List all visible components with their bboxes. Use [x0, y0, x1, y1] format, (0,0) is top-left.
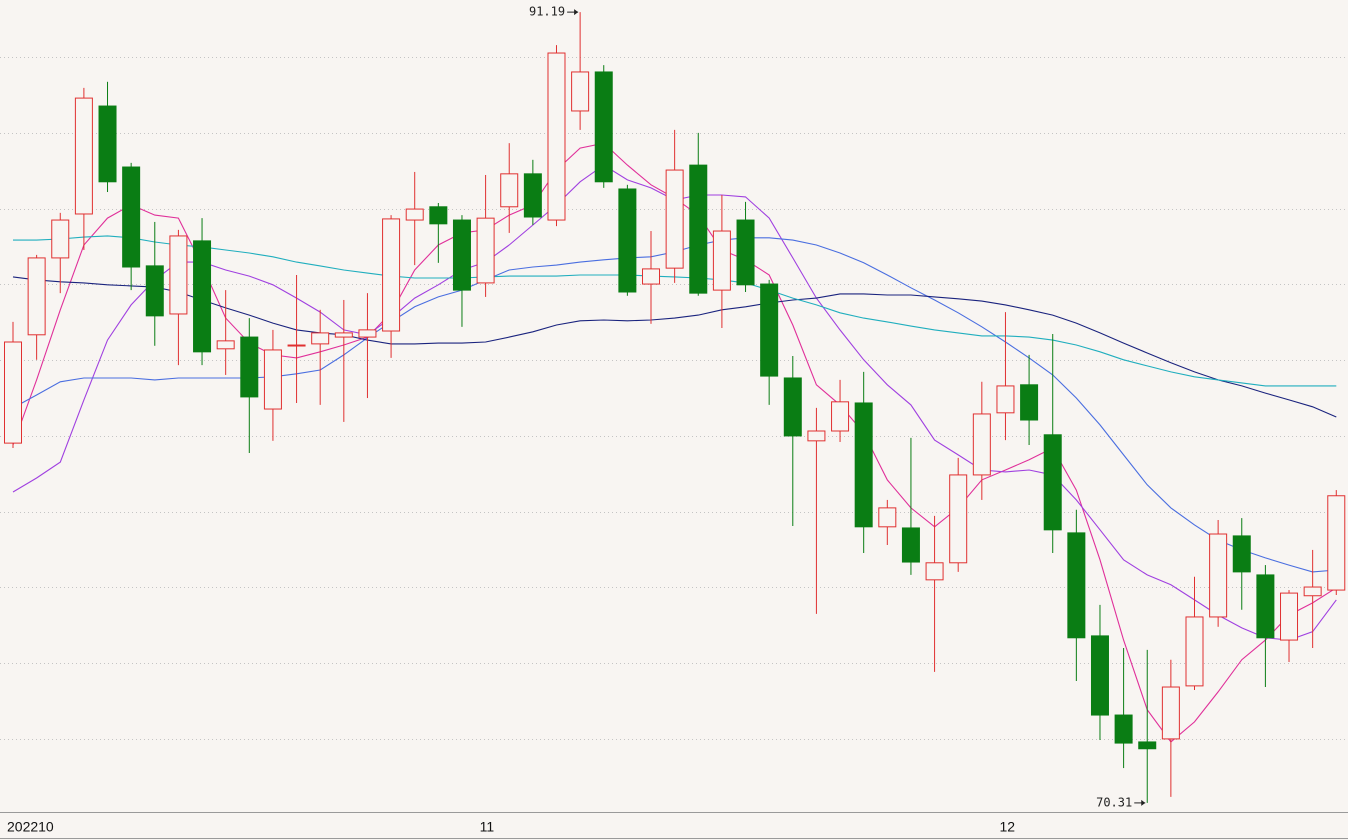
candle-body: [996, 385, 1015, 414]
candle-body: [1067, 532, 1086, 639]
candle-body: [74, 97, 93, 215]
candle-body: [1185, 616, 1204, 687]
candle-body: [783, 377, 802, 437]
candle-body: [145, 265, 164, 317]
candle-body: [854, 402, 873, 528]
extreme-label: 70.31: [1096, 795, 1132, 809]
candle-body: [925, 562, 944, 581]
candle-body: [972, 413, 991, 476]
candle-body: [1161, 686, 1180, 740]
candle-body: [51, 219, 70, 259]
candle-body: [240, 336, 259, 398]
candle-body: [358, 329, 377, 338]
candle-body: [712, 230, 731, 291]
candle-body: [1138, 741, 1157, 750]
candle-body: [1256, 574, 1275, 639]
candle-body: [594, 71, 613, 183]
candle-body: [949, 474, 968, 564]
candle-body: [1020, 384, 1039, 421]
extreme-arrow-head: [1141, 799, 1146, 806]
candle-body: [4, 341, 22, 444]
candle-body: [618, 188, 637, 293]
candle-body: [169, 235, 188, 315]
candle-body: [287, 344, 306, 347]
candle-body: [689, 164, 708, 294]
candle-body: [1209, 533, 1228, 618]
candle-body: [1232, 535, 1251, 573]
candle-body: [193, 240, 212, 353]
candle-body: [642, 268, 661, 285]
x-tick-label: 11: [480, 819, 495, 835]
candle-body: [736, 219, 755, 286]
candle-body: [500, 173, 519, 208]
candle-body: [807, 430, 826, 442]
x-tick-label: 202210: [7, 819, 54, 835]
candle-body: [1090, 635, 1109, 716]
candle-body: [1327, 495, 1346, 591]
candle-body: [878, 507, 897, 528]
candle-body: [334, 332, 353, 338]
candle-body: [1043, 434, 1062, 531]
candle-body: [665, 169, 684, 269]
candle-body: [405, 208, 424, 221]
candle-body: [216, 340, 235, 350]
candle-body: [452, 219, 471, 291]
candle-body: [1280, 592, 1299, 641]
candle-body: [311, 332, 330, 345]
candle-body: [122, 166, 141, 268]
candle-body: [98, 105, 117, 183]
extreme-label: 91.19: [529, 5, 565, 19]
candle-body: [831, 401, 850, 432]
candle-body: [571, 71, 590, 112]
candle-body: [263, 349, 282, 410]
candle-body: [547, 52, 566, 221]
extreme-arrow-head: [574, 9, 579, 16]
candle-body: [523, 173, 542, 218]
candle-body: [901, 527, 920, 563]
ma-line: [12, 276, 1337, 418]
candle-body: [1303, 586, 1322, 597]
candle-body: [27, 257, 46, 336]
candle-body: [382, 218, 401, 332]
x-tick-label: 12: [999, 819, 1015, 835]
candle-body: [1114, 714, 1133, 744]
candle-body: [429, 206, 448, 225]
candle-body: [476, 217, 495, 284]
candle-body: [760, 283, 779, 377]
